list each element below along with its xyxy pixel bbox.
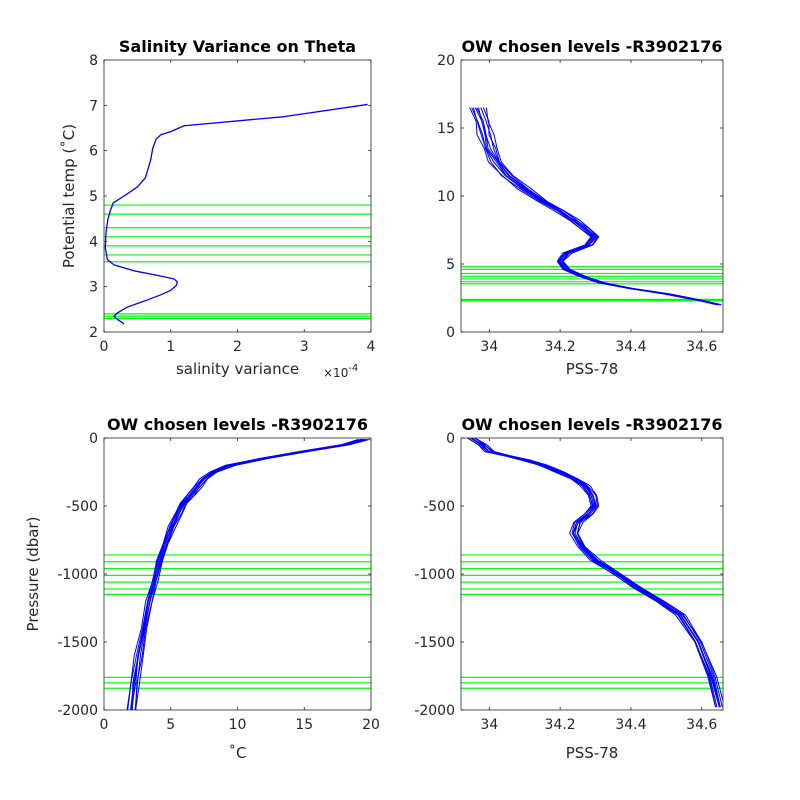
y-tick-label: 0 bbox=[89, 431, 98, 447]
axes-box bbox=[103, 437, 372, 711]
profile-line bbox=[477, 107, 720, 306]
profile-line bbox=[471, 107, 718, 306]
profile-line bbox=[127, 438, 363, 710]
profile-line bbox=[471, 438, 721, 708]
y-tick-label: -1000 bbox=[414, 567, 455, 583]
x-exponent: ×10-4 bbox=[323, 363, 358, 380]
y-tick-label: 2 bbox=[89, 325, 98, 341]
y-tick-label: 10 bbox=[437, 189, 455, 205]
profile-line bbox=[474, 107, 720, 306]
profile-line bbox=[474, 438, 723, 708]
x-axis-label: ˚C bbox=[229, 744, 247, 762]
profile-line bbox=[130, 438, 362, 710]
y-tick-label: -1000 bbox=[57, 567, 98, 583]
x-tick-label: 2 bbox=[233, 339, 242, 355]
profile-line bbox=[134, 438, 368, 710]
x-tick-label: 34 bbox=[480, 339, 498, 355]
subplot-3: 0 5 10 15 20 -2000 -1500 -1000 -500 0 OW chosen le… bbox=[24, 415, 380, 762]
profile-line bbox=[131, 438, 365, 710]
subplot-2: 34 34.2 34.4 34.6 0 5 10 15 20 OW chosen levels -… bbox=[437, 37, 724, 378]
y-tick-label: 6 bbox=[89, 144, 98, 160]
y-axis-label: Potential temp (˚C) bbox=[60, 124, 78, 268]
x-axis-label: salinity variance bbox=[176, 360, 299, 378]
y-axis-label: Pressure (dbar) bbox=[24, 517, 42, 632]
x-tick-label: 0 bbox=[100, 717, 109, 733]
profile-line bbox=[474, 438, 721, 708]
y-tick-label: -2000 bbox=[414, 703, 455, 719]
y-tick-label: 0 bbox=[446, 325, 455, 341]
chart-title: OW chosen levels -R3902176 bbox=[461, 37, 722, 56]
y-tick-label: -2000 bbox=[57, 703, 98, 719]
profile-line bbox=[485, 107, 722, 306]
profile-line bbox=[467, 438, 717, 708]
x-tick-label: 34.6 bbox=[686, 339, 717, 355]
y-tick-label: 5 bbox=[446, 257, 455, 273]
profile-line bbox=[471, 438, 720, 708]
profile-group bbox=[126, 438, 370, 710]
x-tick-label: 20 bbox=[362, 717, 380, 733]
profile-group bbox=[469, 107, 722, 306]
subplot-1: 0 1 2 3 4 2 3 4 5 6 7 8 Salinity Variance on Theta sa… bbox=[60, 37, 376, 380]
y-tick-label: 7 bbox=[89, 98, 98, 114]
profile-line bbox=[476, 107, 720, 306]
x-axis-label: PSS-78 bbox=[566, 744, 619, 762]
y-tick-label: -500 bbox=[423, 499, 455, 515]
x-exponent-power: -4 bbox=[348, 363, 358, 374]
x-tick-label: 34.6 bbox=[686, 717, 717, 733]
x-tick-label: 4 bbox=[367, 339, 376, 355]
y-tick-label: 15 bbox=[437, 121, 455, 137]
x-tick-label: 10 bbox=[229, 717, 247, 733]
profile-line bbox=[474, 438, 723, 703]
y-tick-label: -500 bbox=[66, 499, 98, 515]
x-tick-label: 1 bbox=[166, 339, 175, 355]
profile-line bbox=[104, 103, 368, 325]
x-axis-label: PSS-78 bbox=[566, 360, 619, 378]
x-tick-label: 34.4 bbox=[615, 339, 646, 355]
axes-box bbox=[103, 59, 372, 333]
x-tick-label: 15 bbox=[295, 717, 313, 733]
x-tick-label: 34 bbox=[480, 717, 498, 733]
y-tick-label: 20 bbox=[437, 53, 455, 69]
x-tick-label: 0 bbox=[100, 339, 109, 355]
profile-line bbox=[470, 438, 721, 708]
y-tick-label: 4 bbox=[89, 234, 98, 250]
profile-line bbox=[466, 438, 717, 708]
profile-line bbox=[469, 107, 717, 306]
profile-group bbox=[466, 438, 723, 708]
chart-title: OW chosen levels -R3902176 bbox=[107, 415, 368, 434]
chart-title: Salinity Variance on Theta bbox=[119, 37, 356, 56]
profile-line bbox=[472, 107, 719, 306]
y-tick-label: 8 bbox=[89, 53, 98, 69]
chart-title: OW chosen levels -R3902176 bbox=[461, 415, 722, 434]
profile-line bbox=[482, 107, 722, 306]
y-tick-label: -1500 bbox=[414, 635, 455, 651]
axes-box bbox=[460, 437, 724, 711]
profile-line bbox=[130, 438, 365, 710]
y-tick-label: 0 bbox=[446, 431, 455, 447]
x-tick-label: 3 bbox=[300, 339, 309, 355]
profile-line bbox=[131, 438, 364, 710]
profile-line bbox=[480, 107, 722, 306]
profile-line bbox=[135, 438, 367, 710]
profile-line bbox=[126, 438, 359, 710]
x-tick-label: 34.2 bbox=[545, 717, 576, 733]
subplot-4: 34 34.2 34.4 34.6 -2000 -1500 -1000 -500 0 OW cho… bbox=[414, 415, 724, 762]
profile-line bbox=[135, 438, 370, 710]
x-tick-label: 34.2 bbox=[545, 339, 576, 355]
y-tick-label: 5 bbox=[89, 189, 98, 205]
x-tick-label: 34.4 bbox=[615, 717, 646, 733]
profile-group bbox=[104, 103, 368, 325]
profile-line bbox=[470, 438, 718, 708]
axes-box bbox=[460, 59, 724, 333]
y-tick-label: 3 bbox=[89, 280, 98, 296]
x-tick-label: 5 bbox=[166, 717, 175, 733]
y-tick-label: -1500 bbox=[57, 635, 98, 651]
